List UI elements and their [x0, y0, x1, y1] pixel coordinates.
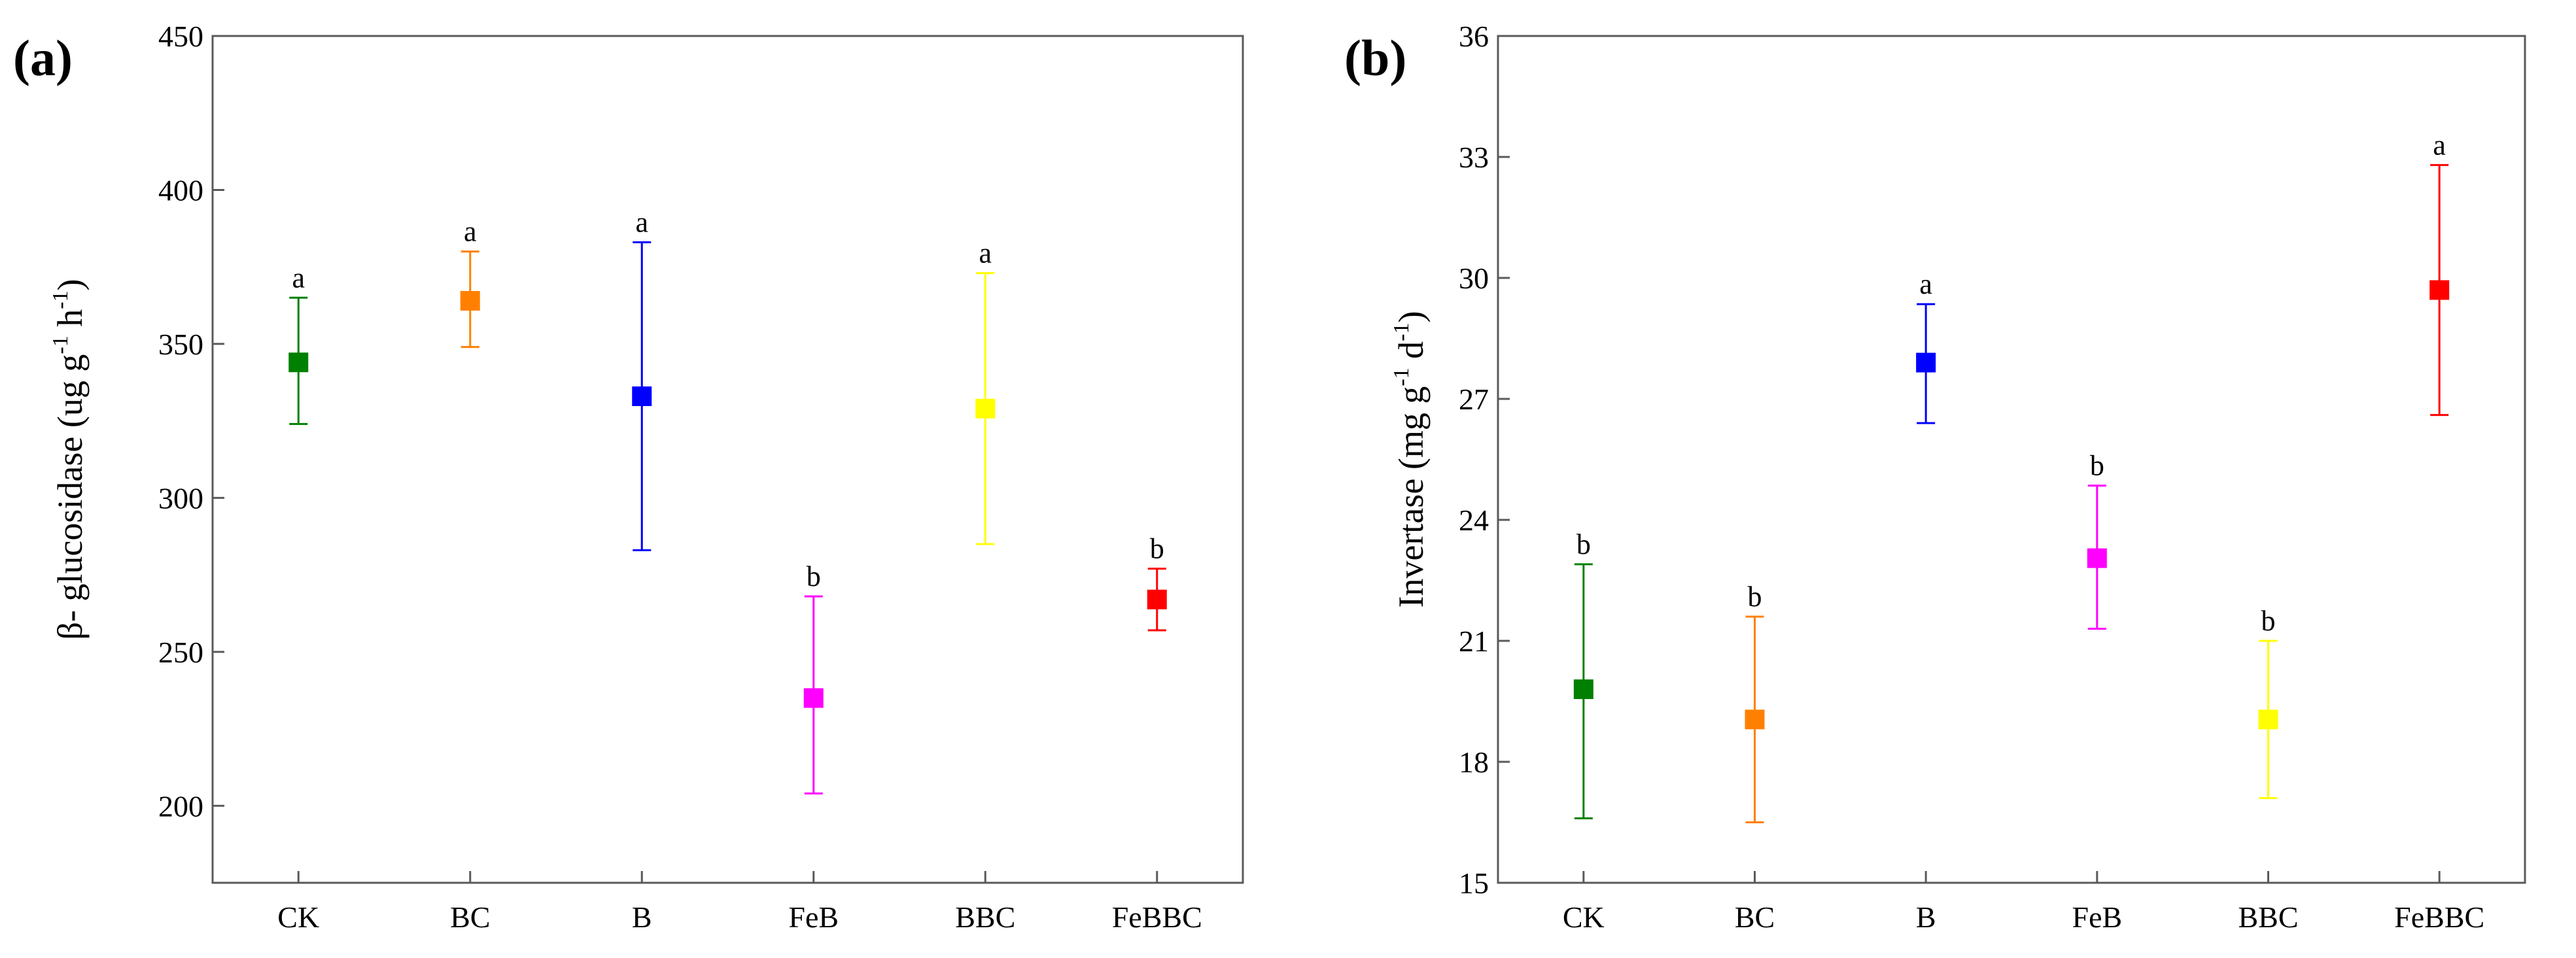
significance-label: b	[1748, 581, 1762, 613]
y-axis-title: β- glucosidase (ug g-1 h-1)	[48, 279, 90, 640]
x-tick-label: FeB	[2072, 900, 2122, 934]
data-point-ck: b	[1573, 528, 1593, 819]
y-axis-title-part: )	[50, 279, 90, 290]
significance-label: a	[979, 237, 992, 269]
marker	[2258, 710, 2278, 730]
x-tick-label: B	[632, 900, 652, 934]
y-tick-label: 250	[158, 636, 203, 669]
y-axis-title-part: -1	[1389, 368, 1414, 386]
y-tick-label: 21	[1459, 624, 1489, 658]
x-tick-label: CK	[1563, 900, 1605, 934]
y-tick-label: 15	[1459, 866, 1489, 900]
significance-label: a	[1919, 268, 1932, 300]
marker	[1745, 710, 1765, 730]
data-point-bc: b	[1745, 581, 1765, 823]
y-tick-label: 450	[158, 20, 203, 53]
y-axis-title-part: β- glucosidase (ug g	[50, 354, 90, 640]
y-axis-title-part: h	[50, 309, 90, 336]
significance-label: a	[2433, 129, 2446, 161]
y-axis-title-part: d	[1391, 341, 1431, 368]
plot-frame	[211, 35, 1244, 884]
y-tick-label: 36	[1459, 20, 1489, 53]
marker	[975, 398, 996, 419]
significance-label: a	[292, 262, 305, 294]
significance-label: a	[464, 216, 477, 248]
x-tick-label: B	[1916, 900, 1936, 934]
y-tick-label: 27	[1459, 383, 1489, 416]
marker	[1147, 589, 1167, 609]
significance-label: b	[2090, 450, 2104, 482]
marker	[1916, 352, 1936, 373]
y-axis-title-part: Invertase (mg g	[1391, 386, 1431, 608]
significance-label: a	[635, 207, 648, 239]
y-axis-title-part: )	[1391, 311, 1431, 322]
data-point-feb: b	[2087, 450, 2107, 630]
y-tick-label: 300	[158, 481, 203, 515]
significance-label: b	[807, 560, 821, 592]
y-axis-title: Invertase (mg g-1 d-1)	[1389, 311, 1431, 607]
data-point-feb: b	[803, 560, 824, 795]
data-point-bc: a	[460, 216, 480, 349]
y-axis-title-part: -1	[48, 290, 73, 309]
panel-label: (b)	[1344, 29, 1406, 86]
data-point-b: a	[1916, 268, 1936, 424]
y-tick-label: 18	[1459, 745, 1489, 779]
marker	[2429, 280, 2450, 300]
data-point-ck: a	[288, 262, 309, 425]
data-point-bbc: b	[2258, 605, 2278, 799]
x-tick-label: BC	[1735, 900, 1775, 934]
y-axis-title-part: -1	[1389, 322, 1414, 341]
y-axis-title-part: -1	[48, 335, 73, 354]
panel-a: (a) 200 250 300 350 400 450 CK BC B FeB BBC FeBBC β- …	[13, 20, 1244, 934]
marker	[2087, 548, 2107, 568]
x-tick-label: FeBBC	[1112, 900, 1202, 934]
panel-b: (b) 15 18 21 24 27 30 33 36 CK BC B FeB BBC FeBBC Inver…	[1344, 20, 2526, 934]
y-tick-label: 24	[1459, 504, 1489, 537]
marker	[460, 290, 480, 311]
x-tick-label: FeB	[788, 900, 839, 934]
x-tick-label: BBC	[2238, 900, 2298, 934]
y-tick-label: 30	[1459, 262, 1489, 295]
x-tick-label: FeBBC	[2394, 900, 2484, 934]
x-tick-label: BC	[450, 900, 490, 934]
x-tick-label: BBC	[955, 900, 1015, 934]
data-point-b: a	[632, 207, 652, 551]
significance-label: b	[1150, 533, 1164, 565]
y-tick-label: 200	[158, 789, 203, 823]
panel-label: (a)	[13, 29, 73, 86]
y-tick-label: 33	[1459, 141, 1489, 174]
data-point-bbc: a	[975, 237, 996, 545]
significance-label: b	[1576, 528, 1591, 560]
marker	[632, 386, 652, 406]
data-point-febbc: b	[1147, 533, 1167, 632]
marker	[803, 688, 824, 708]
marker	[288, 352, 309, 373]
data-point-febbc: a	[2429, 129, 2450, 417]
y-tick-label: 350	[158, 328, 203, 361]
x-tick-label: CK	[277, 900, 319, 934]
plot-frame	[1497, 35, 2526, 884]
significance-label: b	[2261, 605, 2276, 637]
marker	[1573, 679, 1593, 699]
y-tick-label: 400	[158, 173, 203, 207]
